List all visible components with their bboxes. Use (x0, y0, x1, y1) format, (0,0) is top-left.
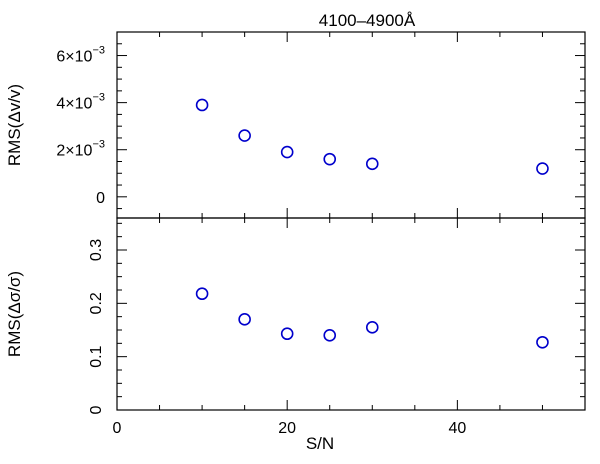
sigma-plot-frame (116, 217, 586, 411)
velocity-y-axis-label: RMS(Δv/v) (5, 84, 24, 166)
sigma-data-point (238, 313, 251, 326)
y-tick-label: 2×10−3 (56, 139, 105, 160)
velocity-data-point (323, 152, 337, 166)
velocity-data-point (280, 145, 294, 159)
sigma-data-point (195, 287, 209, 301)
panel-velocity: 0 2×10−3 4×10−3 6×10−3 RMS(Δv/v) (5, 31, 586, 219)
velocity-plot-frame (116, 31, 586, 219)
y-tick-label: 6×10−3 (56, 45, 105, 66)
y-tick-label: 0.2 (88, 292, 105, 314)
y-tick-label: 0.3 (88, 239, 105, 261)
sigma-y-axis-label: RMS(Δσ/σ) (5, 271, 24, 357)
x-tick-label: 20 (278, 420, 296, 437)
x-tick-label: 40 (448, 420, 466, 437)
x-axis-label: S/N (306, 434, 334, 453)
y-tick-label: 0 (88, 405, 105, 414)
velocity-data-point (536, 162, 549, 175)
sigma-data-point (323, 329, 337, 342)
x-tick-label: 0 (113, 420, 122, 437)
y-tick-label: 0.1 (88, 345, 105, 367)
velocity-data-point (238, 129, 251, 142)
y-tick-label: 4×10−3 (56, 92, 105, 113)
velocity-data-point (195, 98, 209, 112)
sigma-data-point (280, 327, 294, 341)
chart-title: 4100–4900Å (319, 11, 416, 30)
sigma-data-point (365, 321, 379, 334)
sigma-data-point (536, 335, 549, 349)
panel-sigma: 0 20 40 0 0.1 0.2 0.3 RMS(Δσ/σ) (5, 217, 586, 437)
velocity-data-point (365, 157, 379, 171)
y-tick-label: 0 (96, 190, 105, 207)
